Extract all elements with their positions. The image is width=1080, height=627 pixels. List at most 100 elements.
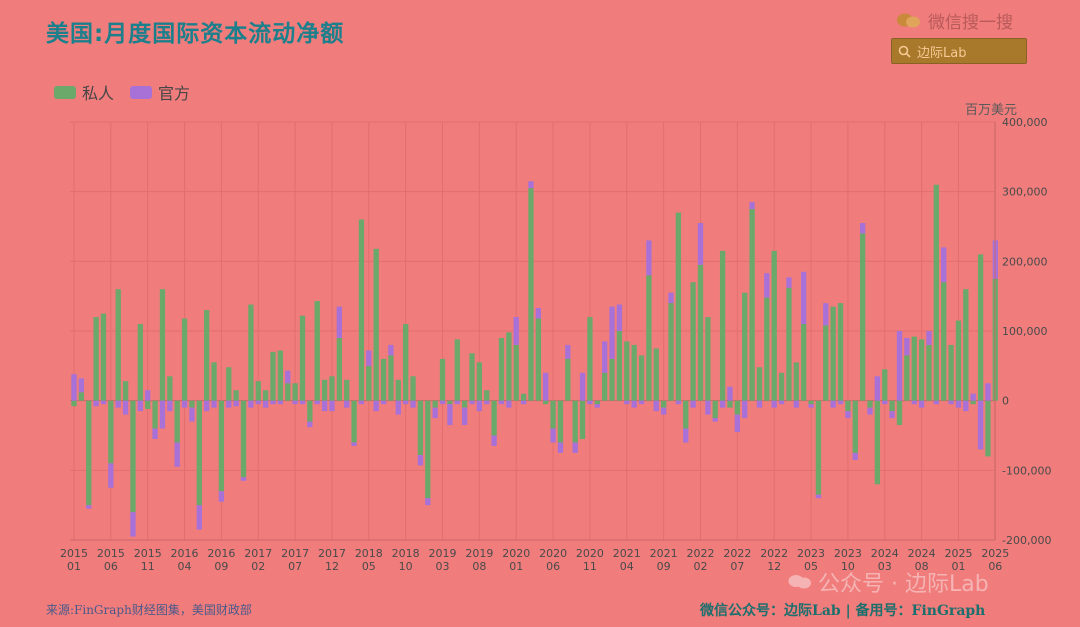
x-tick-label-year: 2015: [134, 547, 162, 560]
bar-private: [535, 318, 541, 401]
bar-official: [977, 400, 984, 450]
bar-official: [985, 383, 991, 401]
bar-private: [859, 233, 866, 401]
bar-private: [823, 325, 829, 401]
bar-private: [764, 297, 770, 401]
bar-private: [373, 248, 379, 401]
bar-official: [675, 400, 682, 405]
bar-private: [882, 369, 888, 401]
bar-official: [815, 494, 822, 499]
x-tick-label-year: 2025: [944, 547, 972, 560]
bar-official: [491, 435, 497, 446]
x-tick-label-month: 12: [325, 560, 339, 573]
legend-item-official[interactable]: 官方: [130, 80, 190, 104]
bar-official: [594, 404, 600, 408]
bar-private: [145, 400, 151, 410]
bar-official: [248, 400, 254, 408]
bar-official: [727, 386, 733, 401]
x-tick-label-month: 07: [730, 560, 744, 573]
bar-official: [609, 306, 615, 359]
bar-private: [211, 362, 217, 401]
bar-official: [712, 418, 718, 422]
bar-private: [513, 344, 519, 401]
x-tick-label-year: 2021: [613, 547, 641, 560]
bar-private: [926, 344, 932, 401]
bar-official: [823, 303, 829, 326]
bar-official: [786, 277, 792, 288]
bar-official: [749, 202, 755, 210]
bar-official: [373, 400, 379, 412]
bar-private: [130, 400, 136, 513]
bar-official: [218, 491, 225, 502]
x-tick-label-year: 2015: [97, 547, 125, 560]
bar-official: [484, 400, 490, 405]
bar-private: [476, 362, 483, 401]
bar-official: [579, 372, 586, 401]
bar-official: [270, 400, 276, 405]
bar-official: [697, 223, 704, 265]
x-tick-label-month: 02: [693, 560, 707, 573]
bar-official: [167, 400, 173, 412]
bar-official: [152, 428, 158, 439]
bar-private: [896, 400, 903, 426]
bar-private: [712, 400, 718, 419]
x-tick-label-year: 2020: [502, 547, 530, 560]
bar-private: [771, 250, 777, 401]
bar-official: [587, 400, 593, 405]
bar-official: [403, 400, 409, 405]
x-tick-label-year: 2018: [392, 547, 420, 560]
x-tick-label-year: 2015: [60, 547, 88, 560]
bar-official: [852, 452, 858, 460]
bar-official: [653, 400, 659, 412]
bar-official: [204, 400, 210, 412]
bar-official: [808, 404, 814, 408]
bar-private: [358, 219, 365, 401]
bar-private: [852, 400, 858, 453]
x-tick-label-year: 2022: [760, 547, 788, 560]
x-tick-label-month: 01: [67, 560, 81, 573]
bar-private: [454, 339, 460, 401]
bar-official: [705, 400, 711, 415]
bar-official: [447, 404, 453, 426]
bar-private: [543, 400, 549, 405]
bar-official: [963, 400, 969, 412]
bar-private: [837, 303, 844, 401]
bar-private: [520, 393, 527, 401]
x-tick-label-month: 10: [399, 560, 413, 573]
wechat-search-label[interactable]: 微信搜一搜: [896, 8, 1013, 33]
x-tick-label-year: 2018: [355, 547, 383, 560]
x-tick-label-month: 06: [988, 560, 1002, 573]
bar-private: [115, 289, 121, 401]
y-tick-label: 200,000: [1002, 255, 1048, 268]
y-tick-label: -200,000: [1002, 534, 1051, 547]
x-tick-label-month: 09: [657, 560, 671, 573]
bar-private: [616, 331, 623, 401]
bar-official: [771, 400, 777, 408]
bar-private: [528, 188, 534, 401]
bar-official: [543, 372, 549, 401]
bar-official: [867, 407, 873, 415]
search-box[interactable]: 边际Lab: [891, 38, 1027, 64]
bar-private: [756, 367, 763, 401]
bar-private: [697, 264, 704, 401]
bar-private: [307, 400, 313, 422]
grid-layer: [70, 121, 996, 541]
bar-official: [388, 344, 394, 356]
bar-private: [977, 254, 984, 401]
bar-private: [705, 317, 711, 401]
legend-label-official: 官方: [158, 84, 191, 103]
bar-private: [889, 400, 895, 412]
legend-item-private[interactable]: 私人: [54, 80, 114, 104]
bar-private: [904, 355, 910, 401]
bar-official: [874, 376, 881, 401]
bar-private: [417, 400, 424, 456]
bar-official: [358, 400, 365, 405]
bar-private: [262, 390, 269, 401]
bar-private: [985, 400, 991, 457]
bar-official: [292, 400, 298, 405]
bar-private: [484, 390, 490, 401]
search-query: 边际Lab: [917, 45, 967, 61]
bar-private: [366, 365, 372, 401]
bar-official: [174, 442, 180, 467]
bar-official: [948, 400, 954, 405]
